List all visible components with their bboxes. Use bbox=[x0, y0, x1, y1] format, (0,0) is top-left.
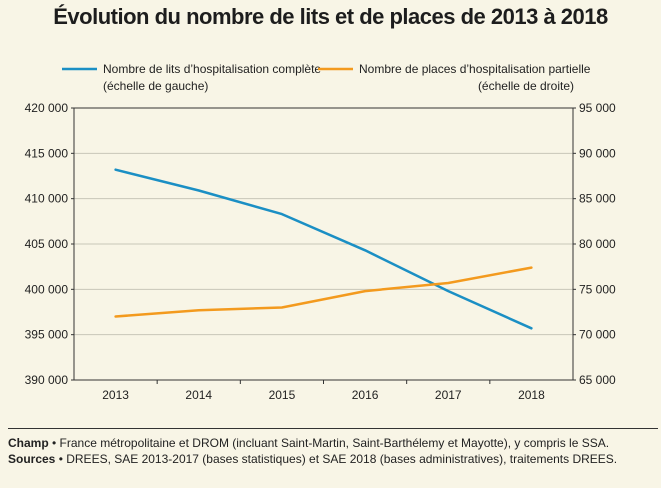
x-tick-label: 2017 bbox=[435, 388, 462, 402]
right-tick-label: 65 000 bbox=[579, 373, 616, 387]
left-tick-label: 390 000 bbox=[25, 373, 69, 387]
right-tick-label: 70 000 bbox=[579, 328, 616, 342]
legend-note-series-1: (échelle de gauche) bbox=[103, 79, 208, 93]
left-axis-ticks: 390 000 395 000 400 000 405 000 410 000 415 0… bbox=[25, 101, 74, 387]
footer-champ-label: Champ bbox=[8, 436, 49, 450]
line-chart: 390 000 395 000 400 000 405 000 410 000 415 0… bbox=[25, 62, 616, 402]
right-tick-label: 75 000 bbox=[579, 282, 616, 296]
chart-footer: Champ • France métropolitaine et DROM (i… bbox=[8, 428, 658, 467]
grid bbox=[74, 152, 573, 336]
series-line-2 bbox=[114, 266, 533, 318]
right-tick-label: 90 000 bbox=[579, 146, 616, 160]
left-tick-label: 410 000 bbox=[25, 192, 69, 206]
x-axis-ticks: 2013 2014 2015 2016 2017 2018 bbox=[102, 380, 545, 402]
x-tick-label: 2016 bbox=[352, 388, 379, 402]
x-tick-label: 2014 bbox=[185, 388, 212, 402]
legend-label-series-2: Nombre de places d’hospitalisation parti… bbox=[359, 62, 591, 76]
x-tick-label: 2018 bbox=[518, 388, 545, 402]
footer-sources-label: Sources bbox=[8, 452, 56, 466]
right-tick-label: 85 000 bbox=[579, 192, 616, 206]
footer-champ: Champ • France métropolitaine et DROM (i… bbox=[8, 435, 658, 451]
legend: Nombre de lits d’hospitalisation complèt… bbox=[62, 62, 591, 93]
chart-title: Évolution du nombre de lits et de places… bbox=[53, 4, 608, 29]
left-tick-label: 420 000 bbox=[25, 101, 69, 115]
left-tick-label: 405 000 bbox=[25, 237, 69, 251]
series-line-1 bbox=[114, 168, 533, 330]
right-axis-ticks: 65 000 70 000 75 000 80 000 85 000 90 000 95 0… bbox=[573, 101, 616, 387]
x-tick-label: 2015 bbox=[269, 388, 296, 402]
legend-label-series-1: Nombre de lits d’hospitalisation complèt… bbox=[103, 62, 321, 76]
series-lines bbox=[114, 168, 533, 330]
left-tick-label: 415 000 bbox=[25, 146, 69, 160]
footer-champ-text: • France métropolitaine et DROM (incluan… bbox=[48, 436, 610, 450]
right-tick-label: 80 000 bbox=[579, 237, 616, 251]
footer-sources: Sources • DREES, SAE 2013-2017 (bases st… bbox=[8, 451, 658, 467]
legend-note-series-2: (échelle de droite) bbox=[478, 79, 574, 93]
x-tick-label: 2013 bbox=[102, 388, 129, 402]
footer-sources-text: • DREES, SAE 2013-2017 (bases statistiqu… bbox=[55, 452, 618, 466]
left-tick-label: 395 000 bbox=[25, 328, 69, 342]
right-tick-label: 95 000 bbox=[579, 101, 616, 115]
left-tick-label: 400 000 bbox=[25, 282, 69, 296]
